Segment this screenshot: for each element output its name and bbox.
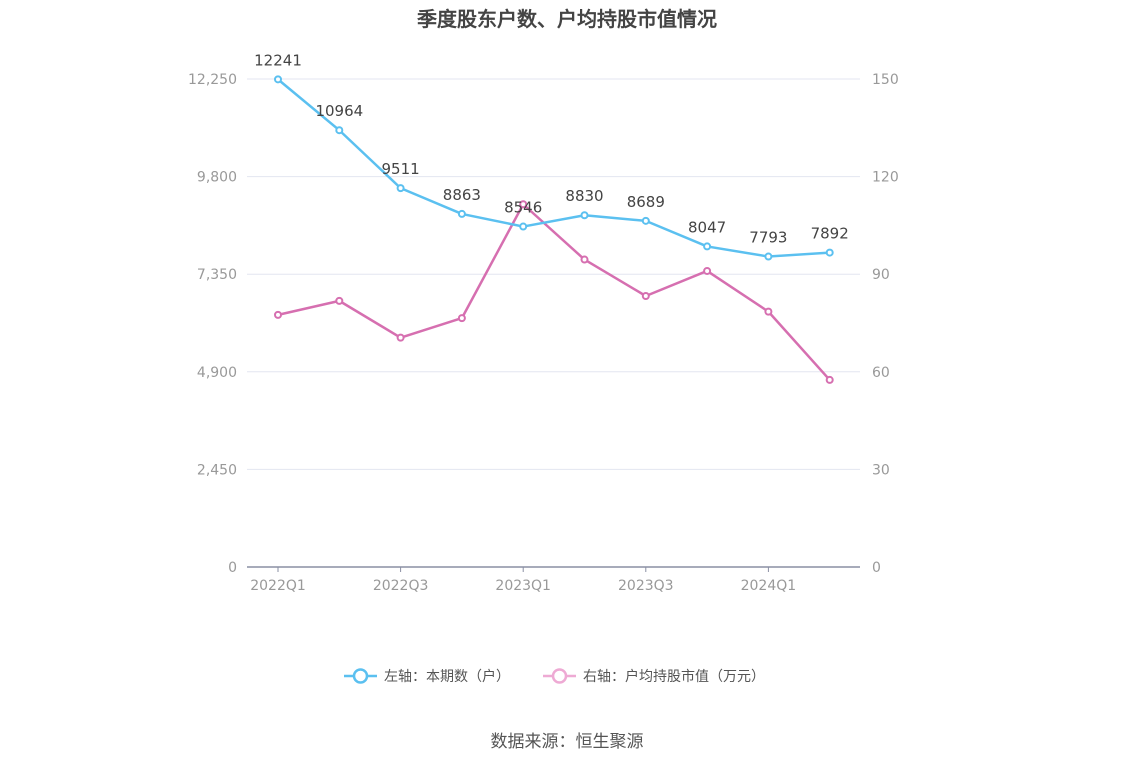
legend-label-right: 右轴：户均持股市值（万元） — [583, 668, 765, 685]
legend-marker-right — [551, 668, 568, 684]
grid — [247, 78, 860, 470]
point-right[interactable] — [274, 310, 282, 319]
y-right-tick-label: 30 — [872, 462, 890, 478]
legend-label-left: 左轴：本期数（户） — [384, 668, 510, 685]
point-right[interactable] — [335, 296, 344, 305]
point-left[interactable] — [703, 242, 712, 251]
point-right[interactable] — [703, 266, 712, 275]
y-left-tick-label: 0 — [228, 560, 237, 576]
y-left-tick-label: 12,250 — [188, 72, 237, 88]
data-label: 8047 — [688, 218, 726, 236]
point-right[interactable] — [580, 255, 589, 264]
data-label: 8830 — [565, 187, 603, 205]
point-left[interactable] — [825, 248, 834, 257]
point-left[interactable] — [335, 126, 344, 135]
point-left[interactable] — [274, 75, 282, 84]
data-label: 12241 — [254, 51, 302, 69]
point-right[interactable] — [457, 314, 466, 323]
data-label: 7793 — [749, 229, 787, 247]
point-right[interactable] — [396, 333, 405, 342]
point-left[interactable] — [580, 211, 589, 220]
series-line-left — [277, 78, 830, 258]
point-right[interactable] — [519, 200, 528, 209]
data-label: 9511 — [382, 160, 420, 178]
point-left[interactable] — [641, 216, 650, 225]
y-right-tick-label: 120 — [872, 170, 899, 186]
y-left-tick-label: 2,450 — [197, 462, 237, 478]
data-label: 8863 — [443, 186, 481, 204]
x-tick-label: 2023Q1 — [495, 578, 551, 594]
chart-title: 季度股东户数、户均持股市值情况 — [416, 7, 717, 31]
series-layer — [274, 75, 834, 384]
x-tick-label: 2024Q1 — [741, 578, 797, 594]
legend[interactable]: 左轴：本期数（户） 右轴：户均持股市值（万元） — [344, 668, 765, 685]
x-tick-label: 2022Q1 — [250, 578, 306, 594]
data-labels: 12241 10964 9511 8863 8546 8830 8689 8047 7793 78… — [254, 51, 849, 246]
y-left-tick-label: 4,900 — [197, 365, 237, 381]
y-left-tick-label: 7,350 — [197, 267, 237, 283]
source-note: 数据来源：恒生聚源 — [491, 732, 644, 752]
axes: 0 0 2,450 30 4,900 60 7,350 90 9,800 120 12,250 150… — [188, 72, 899, 594]
point-right[interactable] — [825, 375, 834, 384]
data-label: 10964 — [315, 102, 363, 120]
y-left-tick-label: 9,800 — [197, 170, 237, 186]
point-left[interactable] — [519, 222, 528, 231]
y-right-tick-label: 60 — [872, 365, 890, 381]
legend-item-left-axis[interactable]: 左轴：本期数（户） — [344, 668, 510, 685]
point-right[interactable] — [641, 291, 650, 300]
x-tick-label: 2023Q3 — [618, 578, 674, 594]
point-left[interactable] — [764, 252, 773, 261]
y-right-tick-label: 0 — [872, 560, 881, 576]
series-line-right — [277, 203, 831, 381]
legend-marker-left — [352, 668, 369, 684]
y-right-tick-label: 150 — [872, 72, 899, 88]
data-label: 8689 — [627, 193, 665, 211]
point-right[interactable] — [764, 307, 773, 316]
data-label: 7892 — [811, 225, 849, 243]
x-tick-label: 2022Q3 — [373, 578, 429, 594]
point-left[interactable] — [457, 209, 466, 218]
y-right-tick-label: 90 — [872, 267, 890, 283]
data-label: 8546 — [504, 199, 542, 217]
legend-item-right-axis[interactable]: 右轴：户均持股市值（万元） — [543, 668, 765, 685]
point-left[interactable] — [396, 184, 405, 193]
